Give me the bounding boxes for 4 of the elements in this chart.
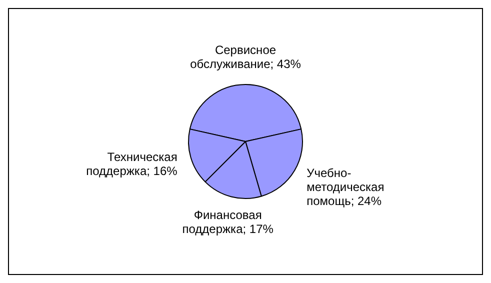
slice-label: Сервисное обслуживание; 43% (190, 42, 302, 71)
slice-label: Финансовая поддержка; 17% (182, 208, 274, 236)
slice-label: Техническая поддержка; 16% (86, 150, 178, 178)
slice-label: Учебно-методическая помощь; 24% (306, 166, 384, 208)
